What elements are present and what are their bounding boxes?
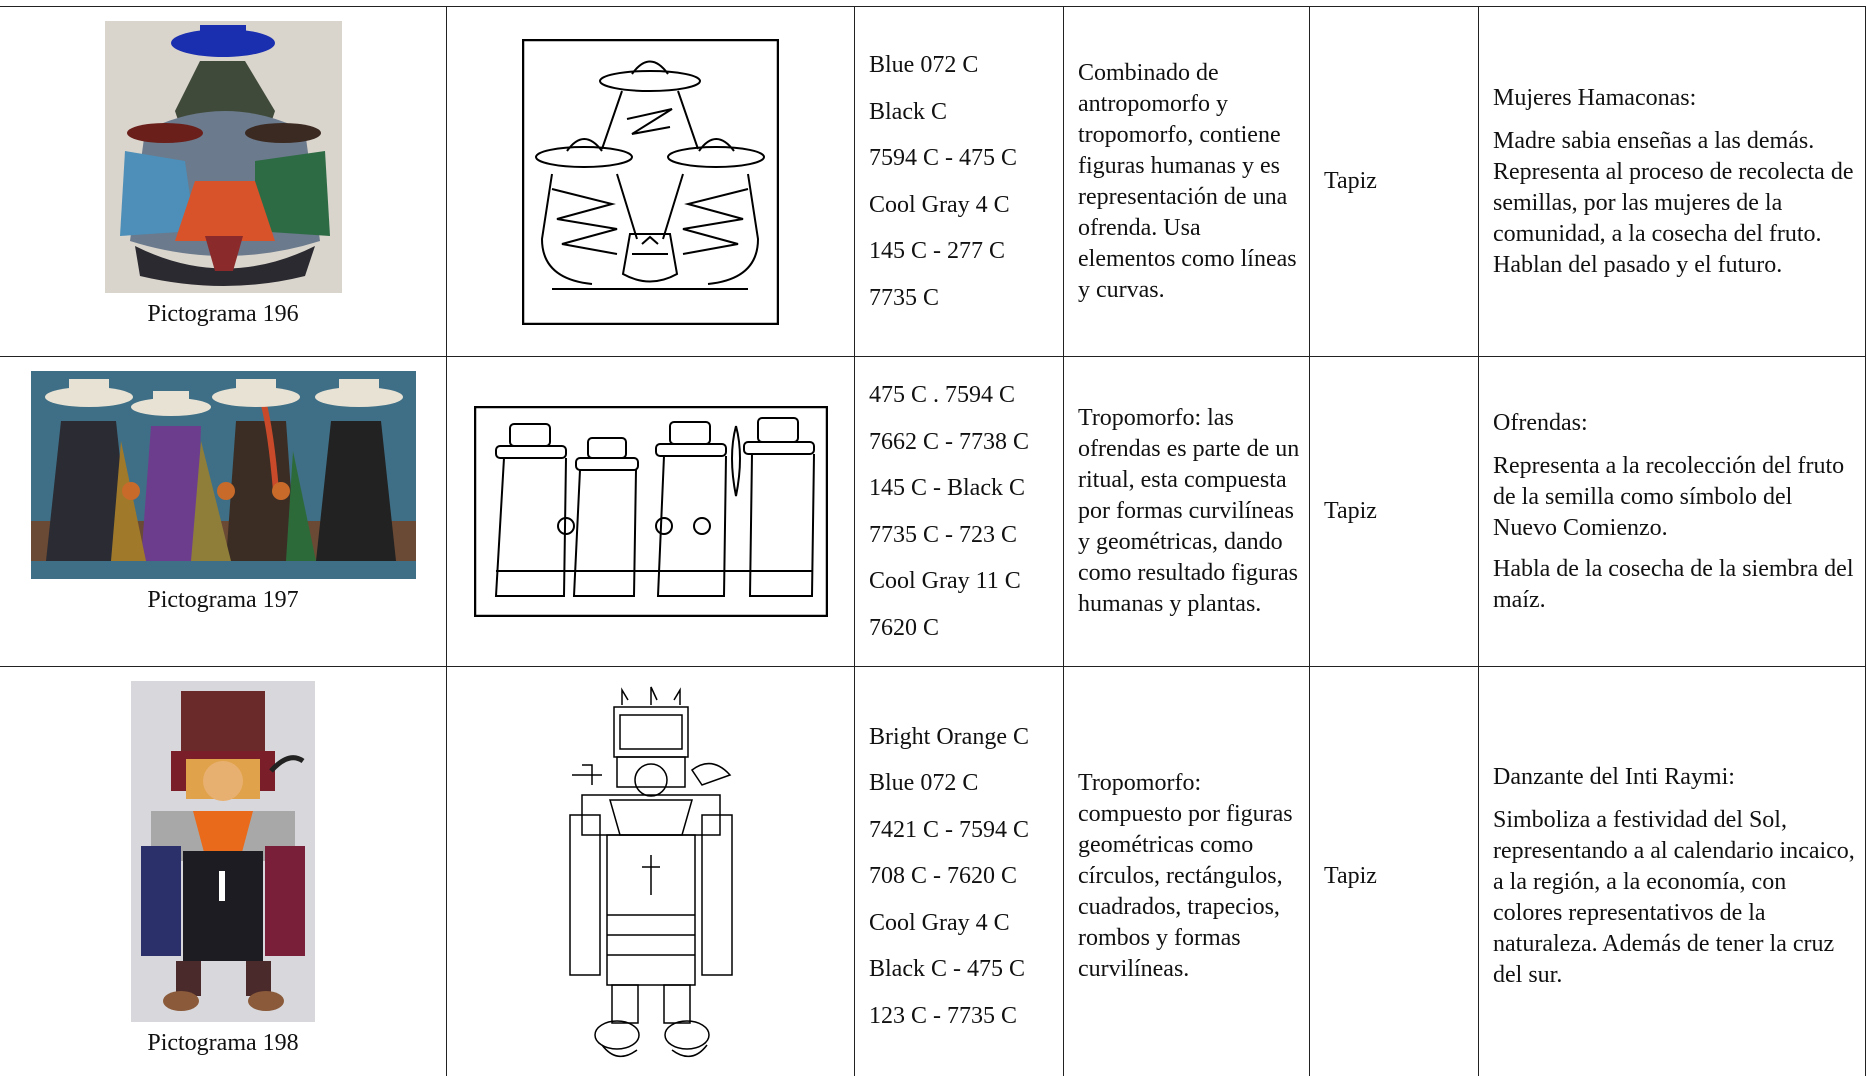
color-code: Blue 072 C [869, 770, 979, 797]
color-code: 7421 C - 7594 C [869, 816, 1030, 843]
meaning-paragraph: Madre sabia enseñas a las demás. Represe… [1493, 127, 1854, 278]
line-drawing [568, 686, 733, 1058]
meaning-cell: Mujeres Hamaconas: Madre sabia enseñas a … [1479, 7, 1866, 356]
table-row: Pictograma 196 Blue 072 C Black C 7594 C -… [0, 6, 1866, 356]
color-code: Cool Gray 4 C [869, 909, 1010, 936]
type: Tapiz [1324, 498, 1377, 524]
image-caption: Pictograma 197 [147, 587, 299, 613]
line-drawing [522, 38, 779, 325]
meaning-paragraph: Representa a la recolección del fruto de… [1493, 452, 1845, 541]
color-code: 7620 C [869, 614, 940, 641]
color-code: Bright Orange C [869, 723, 1029, 750]
image-caption: Pictograma 196 [147, 301, 299, 327]
color-code: 708 C - 7620 C [869, 863, 1018, 890]
description-cell: Combinado de antropomorfo y tropomorfo, … [1064, 7, 1310, 356]
description: Tropomorfo: las ofrendas es parte de un … [1078, 405, 1300, 617]
colors-cell: Blue 072 C Black C 7594 C - 475 C Cool Gray… [855, 7, 1064, 356]
description-cell: Tropomorfo: las ofrendas es parte de un … [1064, 357, 1310, 666]
color-code: 145 C - Black C [869, 475, 1025, 501]
line-drawing [473, 406, 828, 617]
color-code: Cool Gray 4 C [869, 191, 1010, 218]
image-cell: Pictograma 198 [0, 667, 447, 1076]
tapestry-photo [104, 21, 342, 293]
color-code: 7735 C [869, 284, 940, 311]
meaning-title: Ofrendas: [1493, 409, 1588, 436]
color-code: Cool Gray 11 C [869, 568, 1021, 594]
colors-cell: 475 C . 7594 C 7662 C - 7738 C 145 C - Bla… [855, 357, 1064, 666]
type-cell: Tapiz [1310, 7, 1479, 356]
color-code: 123 C - 7735 C [869, 1002, 1018, 1029]
drawing-cell [447, 357, 855, 666]
image-cell: Pictograma 197 [0, 357, 447, 666]
meaning-cell: Ofrendas: Representa a la recolección del… [1479, 357, 1866, 666]
color-code: 7735 C - 723 C [869, 521, 1018, 548]
type: Tapiz [1324, 168, 1377, 194]
table-row: Pictograma 198 Bright Orange C Blue 072 C… [0, 666, 1866, 1076]
color-code: Black C [869, 98, 947, 125]
meaning-paragraph: Habla de la cosecha de la siembra del ma… [1493, 555, 1854, 613]
drawing-cell [447, 7, 855, 356]
color-code: Blue 072 C [869, 52, 979, 78]
color-code: 475 C . 7594 C [869, 382, 1016, 408]
meaning-title: Danzante del Inti Raymi: [1493, 764, 1735, 790]
description-cell: Tropomorfo: compuesto por figuras geomét… [1064, 667, 1310, 1076]
description: Combinado de antropomorfo y tropomorfo, … [1078, 59, 1297, 303]
type-cell: Tapiz [1310, 357, 1479, 666]
color-code: 7662 C - 7738 C [869, 428, 1030, 455]
meaning-paragraph: Simboliza a festividad del Sol, represen… [1493, 807, 1855, 988]
type-cell: Tapiz [1310, 667, 1479, 1076]
color-code: 7594 C - 475 C [869, 145, 1018, 171]
image-cell: Pictograma 196 [0, 7, 447, 356]
colors-cell: Bright Orange C Blue 072 C 7421 C - 7594 C… [855, 667, 1064, 1076]
meaning-title: Mujeres Hamaconas: [1493, 84, 1697, 111]
table-row: Pictograma 197 475 C . 7594 C 7662 C - 77… [0, 356, 1866, 666]
description: Tropomorfo: compuesto por figuras geomét… [1078, 770, 1293, 982]
tapestry-photo [131, 681, 315, 1022]
type: Tapiz [1324, 863, 1377, 889]
color-code: Black C - 475 C [869, 956, 1025, 983]
tapestry-photo [30, 371, 416, 579]
meaning-cell: Danzante del Inti Raymi: Simboliza a fest… [1479, 667, 1866, 1076]
drawing-cell [447, 667, 855, 1076]
image-caption: Pictograma 198 [147, 1030, 299, 1056]
color-code: 145 C - 277 C [869, 238, 1006, 264]
